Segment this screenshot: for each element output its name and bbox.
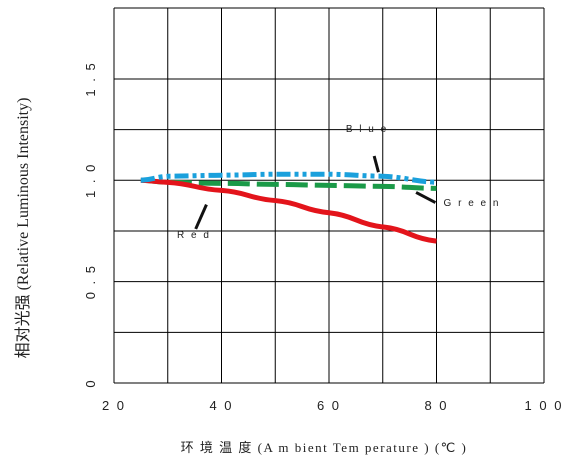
x-tick-label: 1 0 0	[525, 398, 564, 413]
annotation-leader-line	[415, 191, 437, 204]
y-tick-label: 1 . 0	[83, 163, 98, 198]
x-tick-label: 2 0	[102, 398, 126, 413]
x-tick-label: 8 0	[424, 398, 448, 413]
y-tick-label: 0	[83, 378, 98, 387]
series-line-blue	[140, 171, 437, 185]
y-axis-title: 相对光强 (Relative Luminous Intensity)	[14, 98, 32, 359]
annotation-label: B l u e	[346, 124, 388, 135]
annotation-leader-line	[372, 155, 380, 173]
x-tick-label: 4 0	[209, 398, 233, 413]
x-tick-labels: 2 0 4 0 6 0 8 0 1 0 0	[102, 398, 564, 413]
annotation-layer: B l u e G r e e n R e d	[177, 124, 501, 241]
series-line-red	[140, 177, 437, 244]
annotation-label: G r e e n	[444, 198, 501, 209]
x-axis-title: 环 境 温 度 (A m bient Tem perature ) (℃ )	[181, 440, 468, 455]
x-tick-label: 6 0	[317, 398, 341, 413]
series-line-green	[140, 177, 437, 191]
grid-lines	[113, 7, 545, 384]
y-tick-label: 1 . 5	[83, 61, 98, 96]
series-layer	[140, 171, 437, 244]
y-tick-label: 0 . 5	[83, 264, 98, 299]
annotation-leader-line	[194, 204, 208, 230]
y-tick-labels: 0 0 . 5 1 . 0 1 . 5	[83, 61, 98, 387]
annotation-label: R e d	[177, 230, 211, 241]
